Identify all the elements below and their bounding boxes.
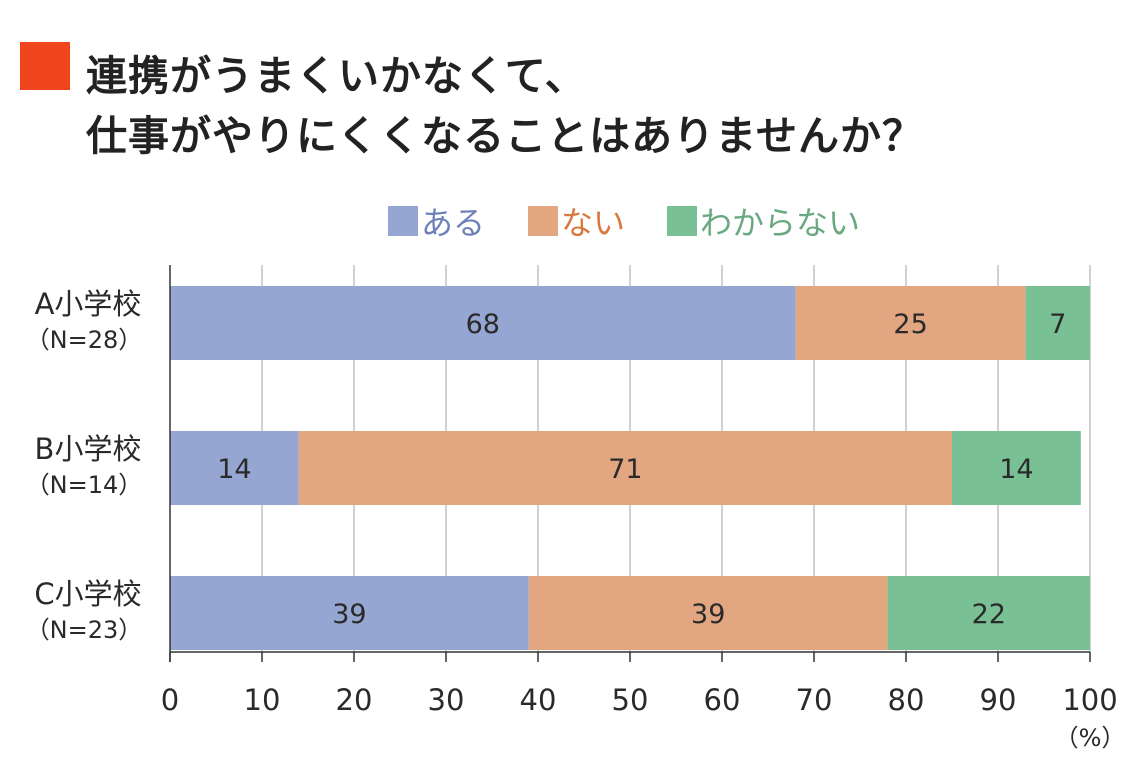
data-label: 7 [1049,309,1066,340]
data-label: 39 [332,599,366,630]
bar-segment [170,286,796,360]
legend-label: わからない [700,204,860,242]
x-tick-label: 70 [796,683,833,717]
unit-label: （%） [1055,724,1126,752]
category-label: B小学校 [35,432,142,466]
bar-segment [170,576,529,650]
legend-swatch [388,206,418,236]
data-label: 71 [608,454,642,485]
data-label: 39 [691,599,725,630]
category-sample-size: （N=14） [26,471,143,499]
legend-swatch [667,206,697,236]
data-label: 68 [466,309,500,340]
bar-segment [952,431,1081,505]
data-label: 22 [972,599,1006,630]
x-tick-label: 30 [428,683,465,717]
title-marker [20,42,70,90]
x-tick-label: 20 [336,683,373,717]
x-tick-label: 90 [980,683,1017,717]
category-sample-size: （N=28） [26,326,143,354]
category-label: A小学校 [35,287,142,321]
x-tick-label: 40 [520,683,557,717]
x-tick-label: 0 [161,683,179,717]
category-label: C小学校 [34,577,141,611]
chart-title-line-2: 仕事がやりにくくなることはありませんか？ [86,112,924,160]
bar-segment [170,431,299,505]
x-tick-label: 60 [704,683,741,717]
x-tick-label: 80 [888,683,925,717]
chart-title-line-1: 連携がうまくいかなくて、 [86,52,587,100]
bar-segment [795,286,1026,360]
bar-segment [298,431,952,505]
data-label: 14 [999,454,1033,485]
x-tick-label: 10 [244,683,281,717]
legend-label: ある [421,204,485,242]
bar-segment [528,576,888,650]
legend-swatch [528,206,558,236]
x-tick-label: 50 [612,683,649,717]
x-tick-label: 100 [1062,683,1117,717]
data-label: 25 [893,309,927,340]
bar-segment [1025,286,1090,360]
category-sample-size: （N=23） [26,616,143,644]
bar-segment [887,576,1090,650]
data-label: 14 [217,454,251,485]
legend-label: ない [561,204,625,242]
